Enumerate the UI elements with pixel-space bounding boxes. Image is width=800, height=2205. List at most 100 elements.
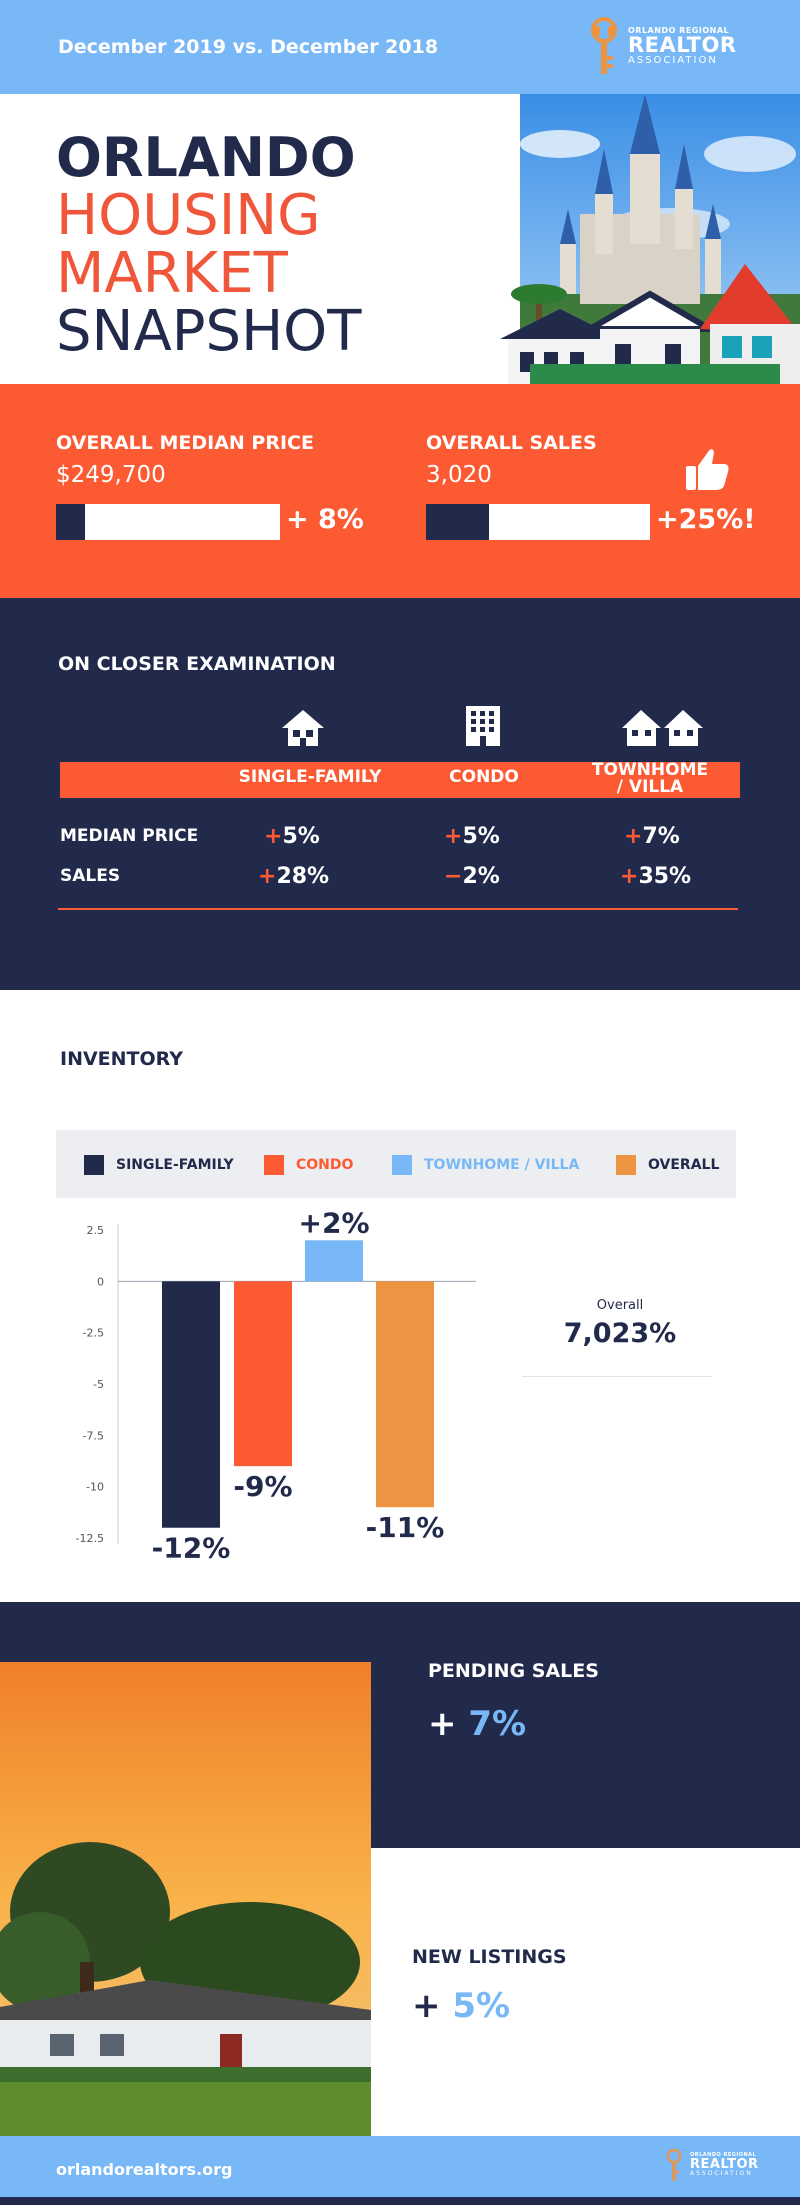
- legend-single-family: SINGLE-FAMILY: [84, 1155, 234, 1175]
- title-line-housing: HOUSING: [56, 183, 321, 248]
- logo-line2: REALTOR: [628, 32, 737, 57]
- median-price-bar: [56, 504, 280, 540]
- page-title: ORLANDO HOUSING MARKET SNAPSHOT: [56, 129, 361, 361]
- new-listings-change: + 5%: [412, 1986, 510, 2026]
- bar-data-label: -12%: [152, 1532, 231, 1565]
- header-bar: December 2019 vs. December 2018 ORLANDO …: [0, 0, 800, 94]
- sign: −: [444, 864, 463, 889]
- legend-label: CONDO: [296, 1157, 354, 1173]
- sales-change: +25%!: [656, 504, 756, 535]
- cell-sf-sales: +28%: [258, 864, 329, 889]
- overall-value: 7,023%: [563, 1318, 677, 1349]
- inventory-section: INVENTORY SINGLE-FAMILY CONDO TOWNHOME /…: [0, 990, 800, 1602]
- median-price-bar-fill: [56, 504, 86, 540]
- logo-line3: ASSOCIATION: [690, 2170, 753, 2177]
- realtor-logo[interactable]: ORLANDO REGIONAL REALTOR ASSOCIATION: [586, 16, 737, 76]
- row-label-sales: SALES: [60, 866, 121, 886]
- townhomes-icon: [622, 710, 703, 746]
- median-price-label: OVERALL MEDIAN PRICE: [56, 432, 314, 454]
- pending-sales-label: PENDING SALES: [428, 1660, 599, 1682]
- cell-condo-sales: −2%: [444, 864, 500, 889]
- closer-examination-section: ON CLOSER EXAMINATION SINGLE-FAMILY COND…: [0, 598, 800, 990]
- cell-condo-median: +5%: [444, 824, 500, 849]
- sign: +: [428, 1704, 457, 1744]
- cell-th-median: +7%: [624, 824, 680, 849]
- bar-data-label: +2%: [299, 1206, 370, 1239]
- col-townhome-villa: TOWNHOME / VILLA: [570, 762, 730, 796]
- logo-line3: ASSOCIATION: [628, 54, 718, 66]
- date-range: December 2019 vs. December 2018: [58, 36, 439, 58]
- chart-legend: SINGLE-FAMILY CONDO TOWNHOME / VILLA OVE…: [56, 1130, 736, 1198]
- y-tick-label: -5: [93, 1378, 104, 1391]
- value: 5%: [462, 824, 500, 849]
- legend-label: TOWNHOME / VILLA: [424, 1157, 580, 1173]
- thumbs-up-icon: [686, 449, 729, 490]
- legend-swatch: [264, 1155, 284, 1175]
- bar-overall: [376, 1281, 434, 1508]
- col-townhome-line1: TOWNHOME: [591, 760, 709, 780]
- title-line-snapshot: SNAPSHOT: [56, 299, 362, 364]
- value: 7%: [468, 1704, 527, 1744]
- bar-townhome-villa: [305, 1240, 363, 1282]
- property-type-header: [60, 762, 740, 798]
- title-line-orlando: ORLANDO: [56, 126, 356, 189]
- overall-underline: [522, 1376, 712, 1377]
- pending-listings-section: PENDING SALES + 7% NEW LISTINGS + 5%: [0, 1602, 800, 2136]
- col-townhome-line2: / VILLA: [616, 777, 684, 797]
- row-label-median-price: MEDIAN PRICE: [60, 826, 199, 846]
- value: 28%: [276, 864, 330, 889]
- divider: [58, 908, 738, 910]
- value: 2%: [462, 864, 500, 889]
- sign: +: [258, 864, 277, 889]
- col-single-family: SINGLE-FAMILY: [238, 767, 382, 787]
- castle-house-illustration: [500, 94, 800, 384]
- footer-band: [0, 2197, 800, 2205]
- bar-condo: [234, 1281, 292, 1467]
- footer: orlandorealtors.org ORLANDO REGIONAL REA…: [0, 2136, 800, 2205]
- sales-label: OVERALL SALES: [426, 432, 597, 454]
- sales-bar: [426, 504, 650, 540]
- overall-stats-band: OVERALL MEDIAN PRICE $249,700 + 8% OVERA…: [0, 384, 800, 598]
- sign: +: [264, 824, 283, 849]
- footer-realtor-logo[interactable]: ORLANDO REGIONAL REALTOR ASSOCIATION: [664, 2148, 759, 2182]
- website-link[interactable]: orlandorealtors.org: [56, 2160, 233, 2179]
- y-tick-label: -10: [86, 1481, 104, 1494]
- legend-label: SINGLE-FAMILY: [116, 1157, 234, 1173]
- col-condo: CONDO: [449, 767, 519, 787]
- median-price-value: $249,700: [56, 462, 166, 488]
- y-tick-label: 0: [97, 1275, 104, 1288]
- legend-swatch: [616, 1155, 636, 1175]
- bar-data-label: -11%: [366, 1511, 445, 1544]
- legend-condo: CONDO: [264, 1155, 353, 1175]
- legend-overall: OVERALL: [616, 1155, 719, 1175]
- value: 5%: [452, 1986, 511, 2026]
- bar-data-label: -9%: [233, 1470, 292, 1503]
- sign: +: [412, 1986, 441, 2026]
- value: 35%: [638, 864, 692, 889]
- house-sunset-photo: [0, 1662, 371, 2136]
- new-listings-label: NEW LISTINGS: [412, 1946, 567, 1968]
- sales-bar-fill: [426, 504, 489, 540]
- sign: +: [620, 864, 639, 889]
- y-tick-label: -7.5: [83, 1429, 104, 1442]
- median-price-change: + 8%: [286, 504, 364, 535]
- house-icon: [282, 710, 324, 746]
- y-tick-label: -2.5: [83, 1327, 104, 1340]
- overall-label: Overall: [596, 1298, 644, 1313]
- legend-swatch: [84, 1155, 104, 1175]
- logo-line1: ORLANDO REGIONAL: [628, 25, 730, 35]
- pending-sales-change: + 7%: [428, 1704, 526, 1744]
- sign: +: [624, 824, 643, 849]
- logo-line1: ORLANDO REGIONAL: [690, 2152, 757, 2158]
- legend-swatch: [392, 1155, 412, 1175]
- inventory-heading: INVENTORY: [60, 1048, 184, 1070]
- logo-line2: REALTOR: [690, 2157, 759, 2172]
- legend-townhome-villa: TOWNHOME / VILLA: [392, 1155, 579, 1175]
- cell-sf-median: +5%: [264, 824, 320, 849]
- inventory-bar-chart: 2.5 0 -2.5 -5 -7.5 -10 -12.5 -12%-9% +2% -11%: [76, 1206, 476, 1565]
- y-tick-label: 2.5: [87, 1224, 105, 1237]
- sign: +: [444, 824, 463, 849]
- title-line-market: MARKET: [56, 241, 288, 306]
- key-icon: [591, 17, 617, 74]
- value: 7%: [642, 824, 680, 849]
